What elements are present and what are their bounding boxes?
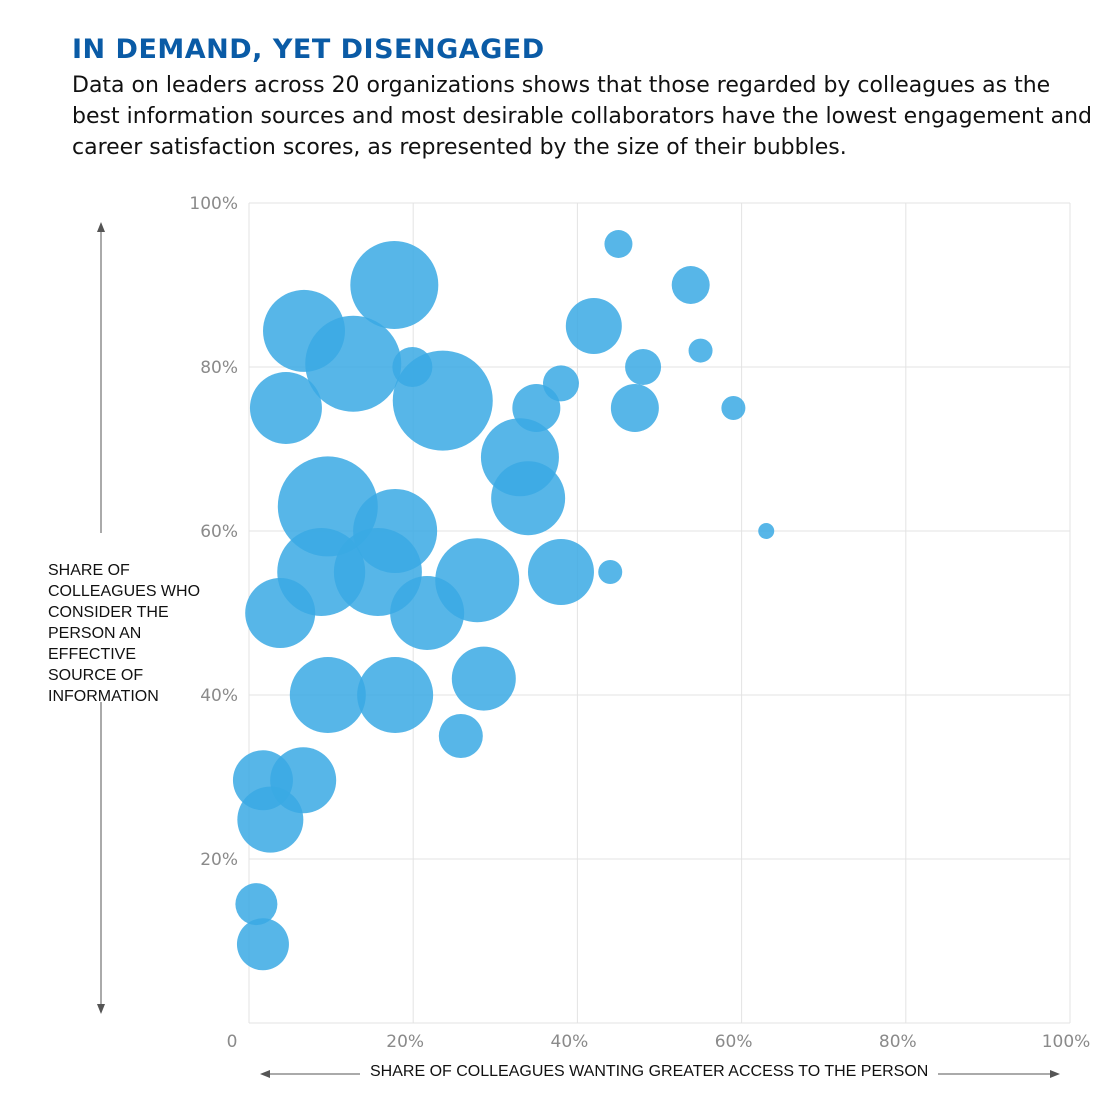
bubble [392, 350, 493, 451]
bubble [604, 230, 633, 258]
y-tick-label: 60% [200, 522, 238, 542]
x-tick-label: 20% [386, 1032, 424, 1052]
tick-labels: 0 20% 40% 60% 80% 100% 20% 40% 60% 80% 100% [189, 194, 1090, 1052]
bubble [390, 576, 465, 650]
bubble [610, 384, 659, 432]
bubble [671, 266, 710, 304]
bubble [527, 539, 594, 605]
bubble [565, 298, 622, 354]
x-axis-label: SHARE OF COLLEAGUES WANTING GREATER ACCE… [360, 1063, 939, 1081]
y-tick-label: 20% [200, 850, 238, 870]
y-axis-arrow [97, 222, 105, 1014]
x-tick-label: 0 [227, 1032, 238, 1052]
chart-title: IN DEMAND, YET DISENGAGED [72, 34, 545, 65]
chart-subtitle: Data on leaders across 20 organizations … [72, 73, 1093, 160]
y-tick-label: 40% [200, 686, 238, 706]
bubble [491, 461, 566, 536]
x-tick-label: 100% [1042, 1032, 1091, 1052]
bubble [357, 657, 434, 733]
bubble [625, 349, 662, 385]
bubble [289, 657, 366, 733]
bubbles [232, 230, 775, 971]
x-tick-label: 80% [879, 1032, 917, 1052]
bubble [245, 578, 316, 648]
bubble [688, 338, 713, 363]
bubble [438, 714, 483, 758]
bubble [236, 918, 289, 971]
bubble [721, 396, 746, 420]
bubble [237, 786, 304, 853]
bubble [598, 560, 623, 584]
y-tick-label: 100% [189, 194, 238, 214]
bubble [249, 372, 322, 444]
x-tick-label: 40% [551, 1032, 589, 1052]
bubble [350, 241, 439, 329]
bubble [305, 315, 402, 412]
x-tick-label: 60% [715, 1032, 753, 1052]
bubble [277, 456, 378, 557]
bubble [758, 523, 775, 539]
y-tick-label: 80% [200, 358, 238, 378]
bubble [451, 646, 516, 711]
bubble [235, 883, 278, 926]
y-axis-label: SHARE OF COLLEAGUES WHO CONSIDER THE PER… [48, 562, 201, 705]
